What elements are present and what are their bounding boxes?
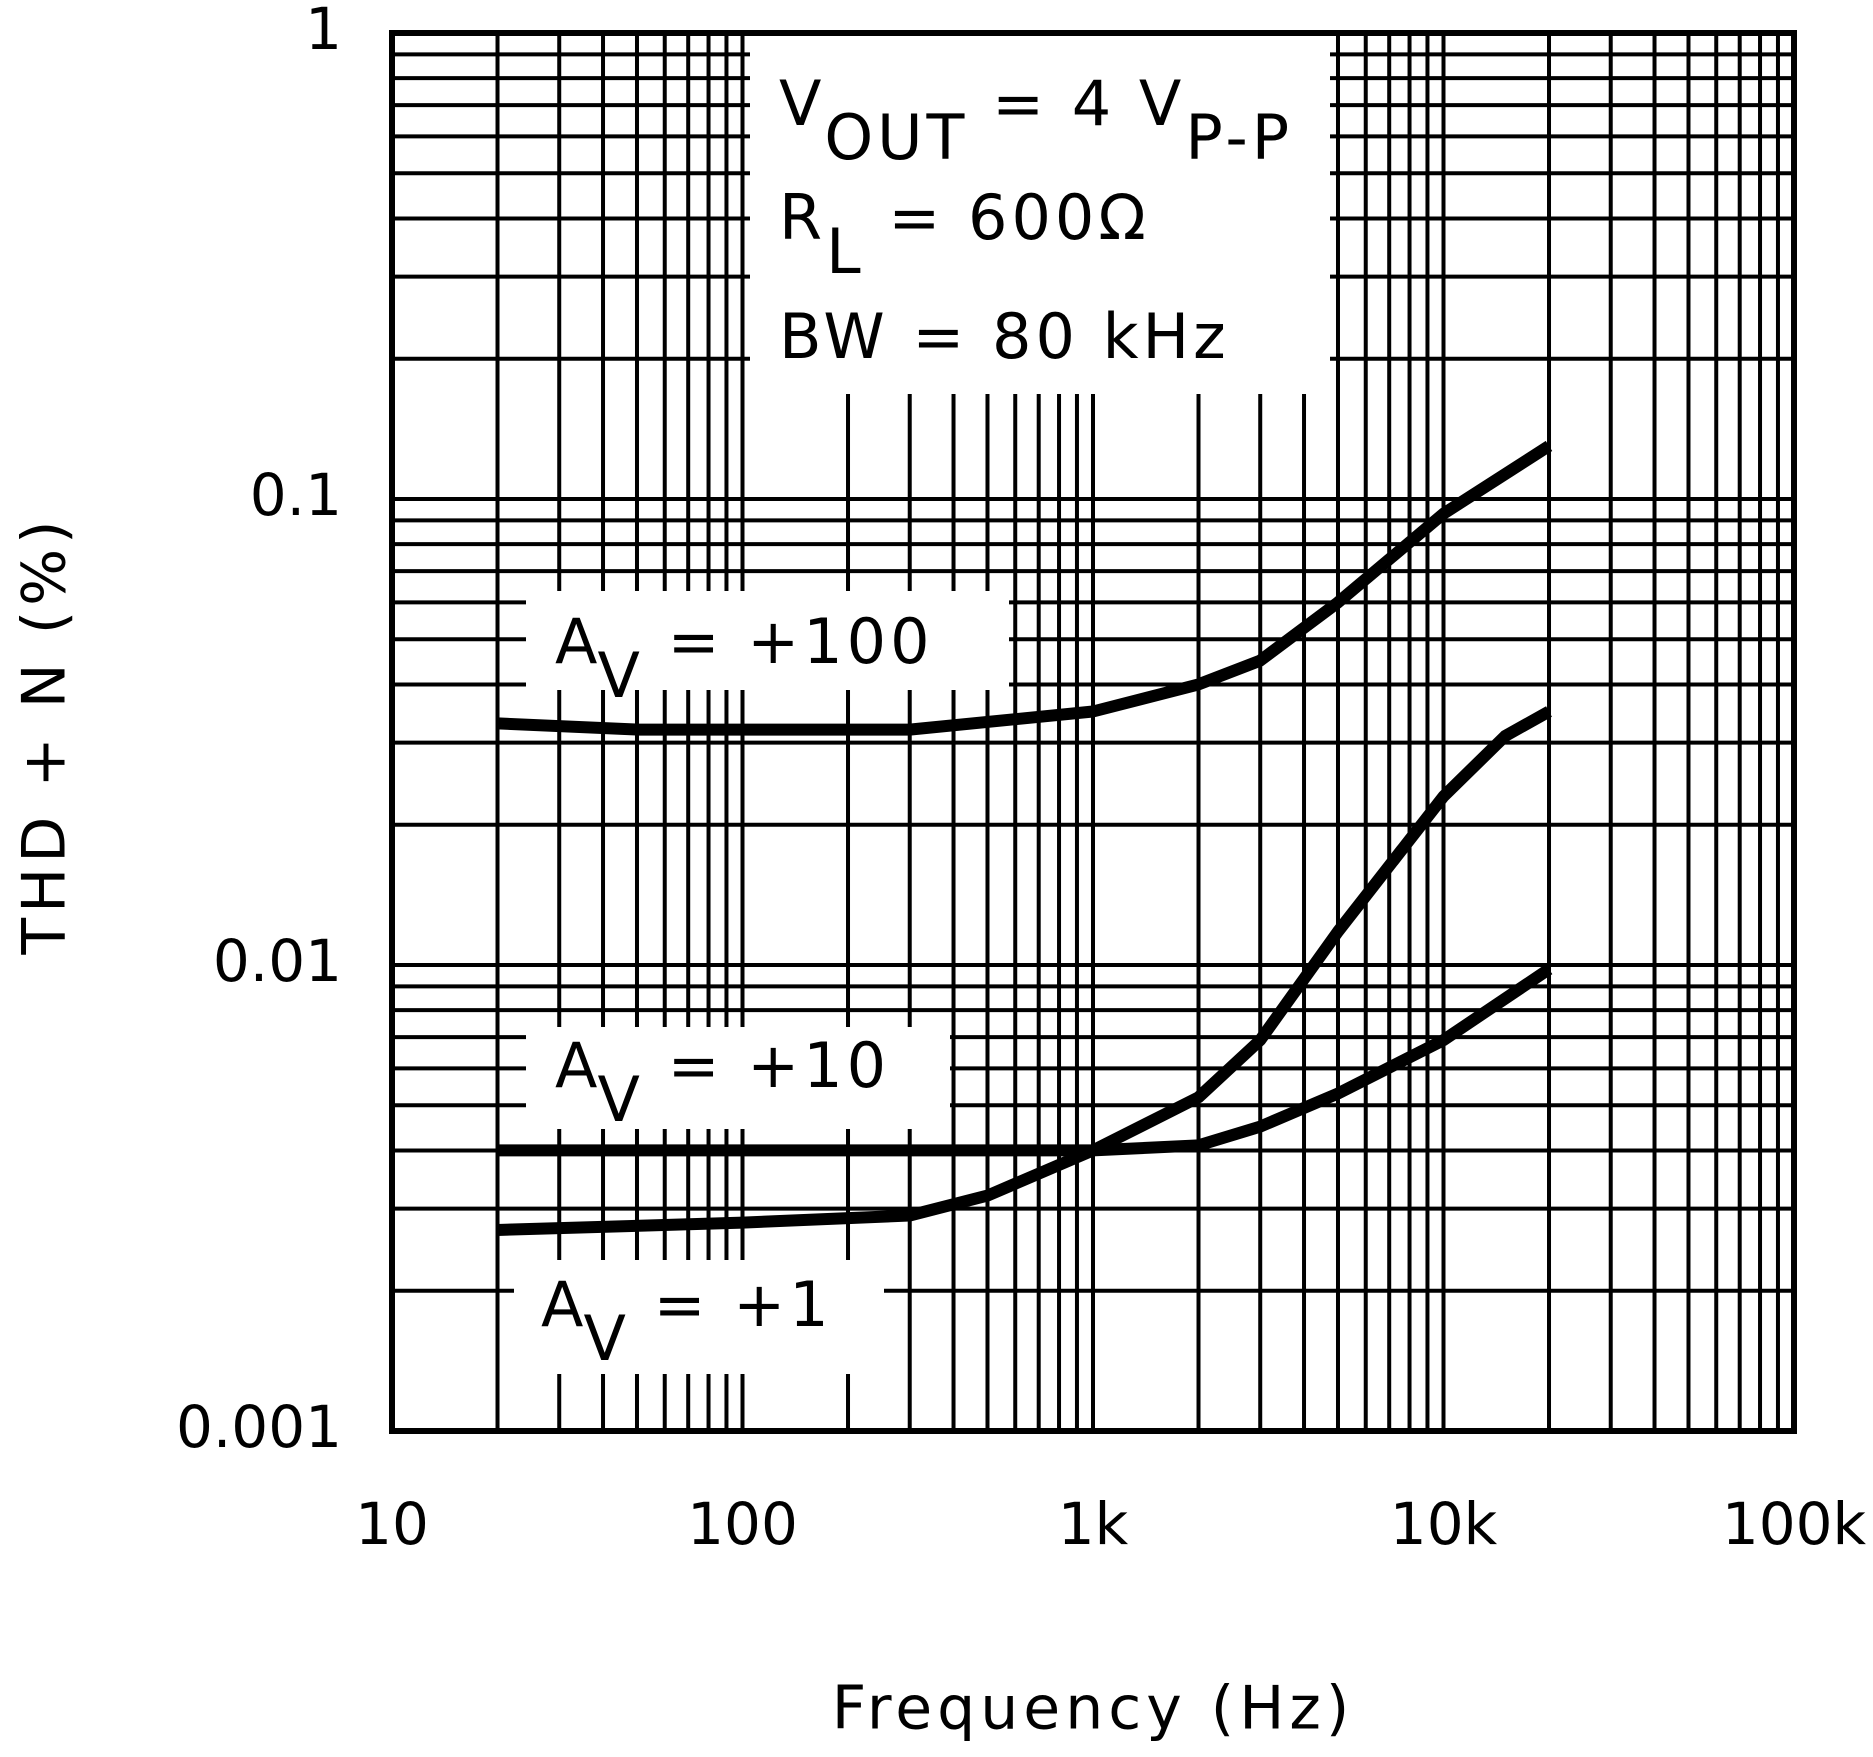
plot-frame [389, 30, 1797, 1434]
x-tick-label: 10k [1390, 1490, 1498, 1558]
annotation-part: = 600Ω [865, 181, 1150, 254]
y-tick-label: 0.1 [250, 461, 342, 529]
y-tick-label: 1 [305, 0, 342, 63]
series-label-part: A [541, 1268, 583, 1341]
series-line [497, 440, 1553, 736]
annotation-part: BW = 80 kHz [779, 300, 1230, 373]
x-tick-label: 100k [1722, 1490, 1867, 1558]
series-label: AV = +10 [555, 1029, 890, 1136]
annotation-part: L [826, 215, 865, 288]
annotation-part: P-P [1185, 101, 1293, 174]
annotation-part: = 4 V [968, 67, 1185, 140]
series-label: AV = +1 [541, 1268, 833, 1375]
series-line [497, 964, 1553, 1236]
series-label-part: = +10 [644, 1029, 890, 1102]
series-label-part: V [597, 1063, 643, 1136]
annotation-box [750, 36, 1330, 394]
x-tick-label: 10 [355, 1490, 429, 1558]
x-tick-label: 1k [1058, 1490, 1129, 1558]
annotation: BW = 80 kHz [779, 300, 1230, 373]
series-label-part: = +100 [644, 605, 934, 678]
annotation-part: V [779, 67, 824, 140]
series-label-box [514, 1260, 884, 1374]
series-label-box [526, 1027, 950, 1129]
series-label-part: A [555, 1029, 597, 1102]
annotation: RL = 600Ω [779, 181, 1150, 288]
series-label-part: V [583, 1302, 629, 1375]
series-line [497, 706, 1552, 1157]
annotation: VOUT = 4 VP-P [779, 67, 1293, 174]
series-label: AV = +100 [555, 605, 934, 712]
series-label-box [526, 591, 1009, 690]
series-label-part: = +1 [630, 1268, 833, 1341]
y-axis-title: THD + N (%) [10, 515, 80, 955]
x-tick-label: 100 [687, 1490, 798, 1558]
x-axis-title: Frequency (Hz) [832, 1674, 1354, 1744]
annotation-part: R [779, 181, 826, 254]
series-label-part: V [597, 639, 643, 712]
y-tick-label: 0.01 [213, 927, 342, 995]
series-label-part: A [555, 605, 597, 678]
annotation-part: OUT [824, 101, 968, 174]
y-tick-label: 0.001 [176, 1393, 342, 1461]
